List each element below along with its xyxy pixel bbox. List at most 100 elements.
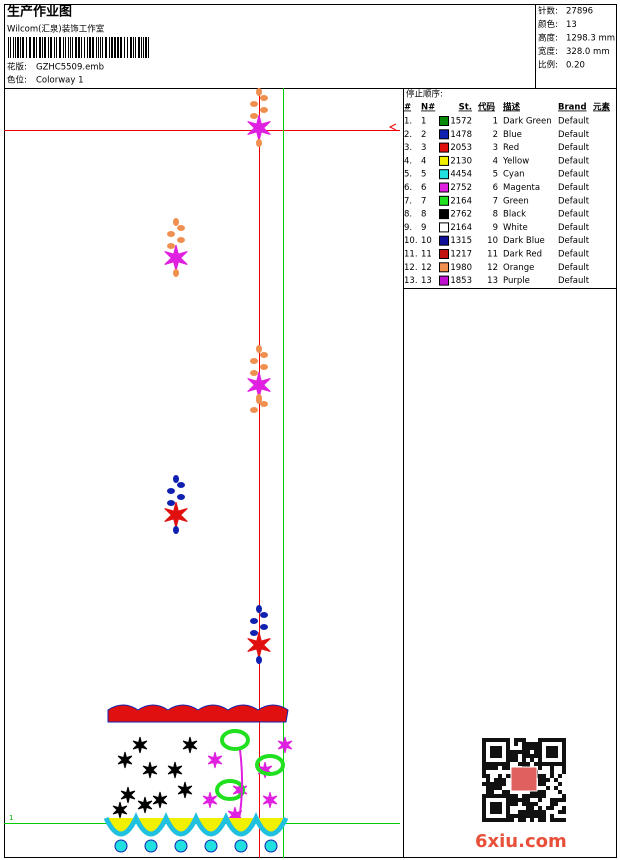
qr-cell [494, 762, 498, 766]
bar [78, 37, 80, 58]
leaf [173, 269, 179, 277]
leaf [260, 352, 268, 358]
qr-cell [530, 814, 534, 818]
stat-value: 1298.3 mm [566, 34, 615, 44]
stat-label: 比例: [538, 60, 558, 71]
qr-cell [510, 802, 514, 806]
row-n: 4 [421, 156, 426, 166]
bar [20, 37, 21, 58]
qr-cell [498, 774, 502, 778]
row-brand: Default [558, 236, 590, 246]
qr-cell [494, 802, 498, 806]
qr-cell [558, 762, 562, 766]
row-code: 12 [487, 263, 498, 273]
qr-cell [482, 782, 486, 786]
bar [65, 37, 66, 58]
bar [138, 37, 140, 58]
bar [109, 37, 110, 58]
qr-cell [486, 738, 490, 742]
row-code: 3 [493, 143, 498, 153]
qr-cell [506, 810, 510, 814]
row-brand: Default [558, 130, 590, 140]
flower [164, 244, 188, 272]
row-brand: Default [558, 143, 590, 153]
qr-cell [554, 738, 558, 742]
qr-cell [498, 810, 502, 814]
bar [92, 37, 94, 58]
qr-cell [546, 778, 550, 782]
qr-cell [526, 746, 530, 750]
qr-cell [538, 814, 542, 818]
qr-cell [482, 750, 486, 754]
row-code: 10 [487, 236, 498, 246]
qr-cell [522, 754, 526, 758]
qr-cell [502, 762, 506, 766]
stat-value: 13 [566, 20, 577, 30]
qr-cell [562, 762, 566, 766]
border-band [107, 704, 289, 723]
start-marker: 1 [9, 814, 13, 822]
qr-cell [522, 810, 526, 814]
row-desc: Dark Red [503, 250, 542, 260]
row-desc: White [503, 223, 528, 233]
barcode [8, 37, 149, 58]
lace-dot [144, 839, 158, 853]
color-swatch [439, 235, 449, 246]
qr-cell [482, 802, 486, 806]
qr-cell [490, 794, 494, 798]
leaf [256, 345, 262, 353]
stat-label: 颜色: [538, 19, 558, 30]
row-desc: Magenta [503, 183, 540, 193]
leaf [173, 218, 179, 226]
row-code: 8 [493, 210, 498, 220]
row-index: 13. [404, 276, 418, 286]
row-index: 7. [404, 196, 412, 206]
qr-cell [494, 750, 498, 754]
row-brand: Default [558, 276, 590, 286]
flower [255, 754, 285, 776]
qr-cell [522, 750, 526, 754]
qr-cell [490, 762, 494, 766]
leaf [260, 364, 268, 370]
qr-cell [486, 790, 490, 794]
bar [33, 37, 35, 58]
row-n: 9 [421, 223, 426, 233]
leaf [173, 526, 179, 534]
bar [8, 37, 9, 58]
qr-cell [522, 794, 526, 798]
qr-cell [490, 750, 494, 754]
bar [98, 37, 99, 58]
leaf [260, 624, 268, 630]
qr-cell [490, 766, 494, 770]
row-st: 1478 [450, 130, 472, 140]
flower [117, 751, 133, 769]
qr-cell [510, 758, 514, 762]
qr-cell [546, 806, 550, 810]
row-brand: Default [558, 196, 590, 206]
leaf [177, 494, 185, 500]
leaf [256, 656, 262, 664]
bar [13, 37, 14, 58]
qr-cell [562, 806, 566, 810]
bar [54, 37, 55, 58]
qr-cell [518, 762, 522, 766]
qr-cell [486, 766, 490, 770]
qr-cell [538, 818, 542, 822]
leaf [256, 394, 262, 402]
qr-cell [562, 750, 566, 754]
bar [10, 37, 11, 58]
row-index: 9. [404, 223, 412, 233]
qr-cell [498, 806, 502, 810]
qr-cell [542, 778, 546, 782]
qr-cell [562, 798, 566, 802]
leaf [256, 88, 262, 96]
leaf [256, 139, 262, 147]
qr-cell [506, 762, 510, 766]
qr-cell [538, 798, 542, 802]
bar [56, 37, 57, 58]
bar [135, 37, 136, 58]
row-desc: Cyan [503, 170, 525, 180]
row-index: 10. [404, 236, 418, 246]
qr-cell [550, 774, 554, 778]
row-brand: Default [558, 170, 590, 180]
